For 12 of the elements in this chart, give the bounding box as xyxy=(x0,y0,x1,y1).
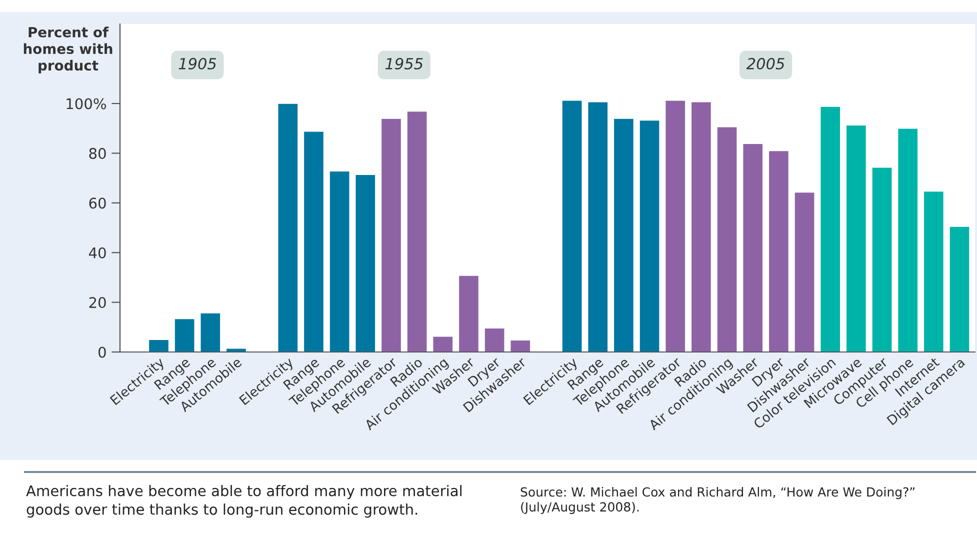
y-axis-title: Percent of homes with product xyxy=(24,26,112,74)
y-tick-label: 20 xyxy=(89,297,106,308)
y-tick-label: 100% xyxy=(66,98,106,110)
y-tick-label: 80 xyxy=(89,148,106,159)
source-note: Source: W. Michael Cox and Richard Alm, “How Are We Doing?” (July/August 2008). xyxy=(520,487,915,514)
y-tick-label: 60 xyxy=(89,198,106,209)
y-tick-label: 0 xyxy=(98,346,106,358)
annotation: 1905 xyxy=(178,58,216,70)
annotation: 1955 xyxy=(385,58,423,70)
y-tick-label: 40 xyxy=(88,247,106,258)
annotation: 2005 xyxy=(746,58,784,70)
text: Americans have become able to afford many more material goods over time thanks to long-run economic growth. xyxy=(26,485,462,518)
